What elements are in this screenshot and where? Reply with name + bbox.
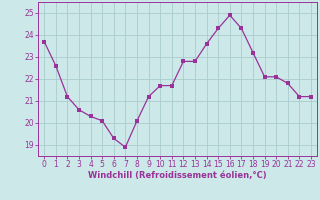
X-axis label: Windchill (Refroidissement éolien,°C): Windchill (Refroidissement éolien,°C) (88, 171, 267, 180)
